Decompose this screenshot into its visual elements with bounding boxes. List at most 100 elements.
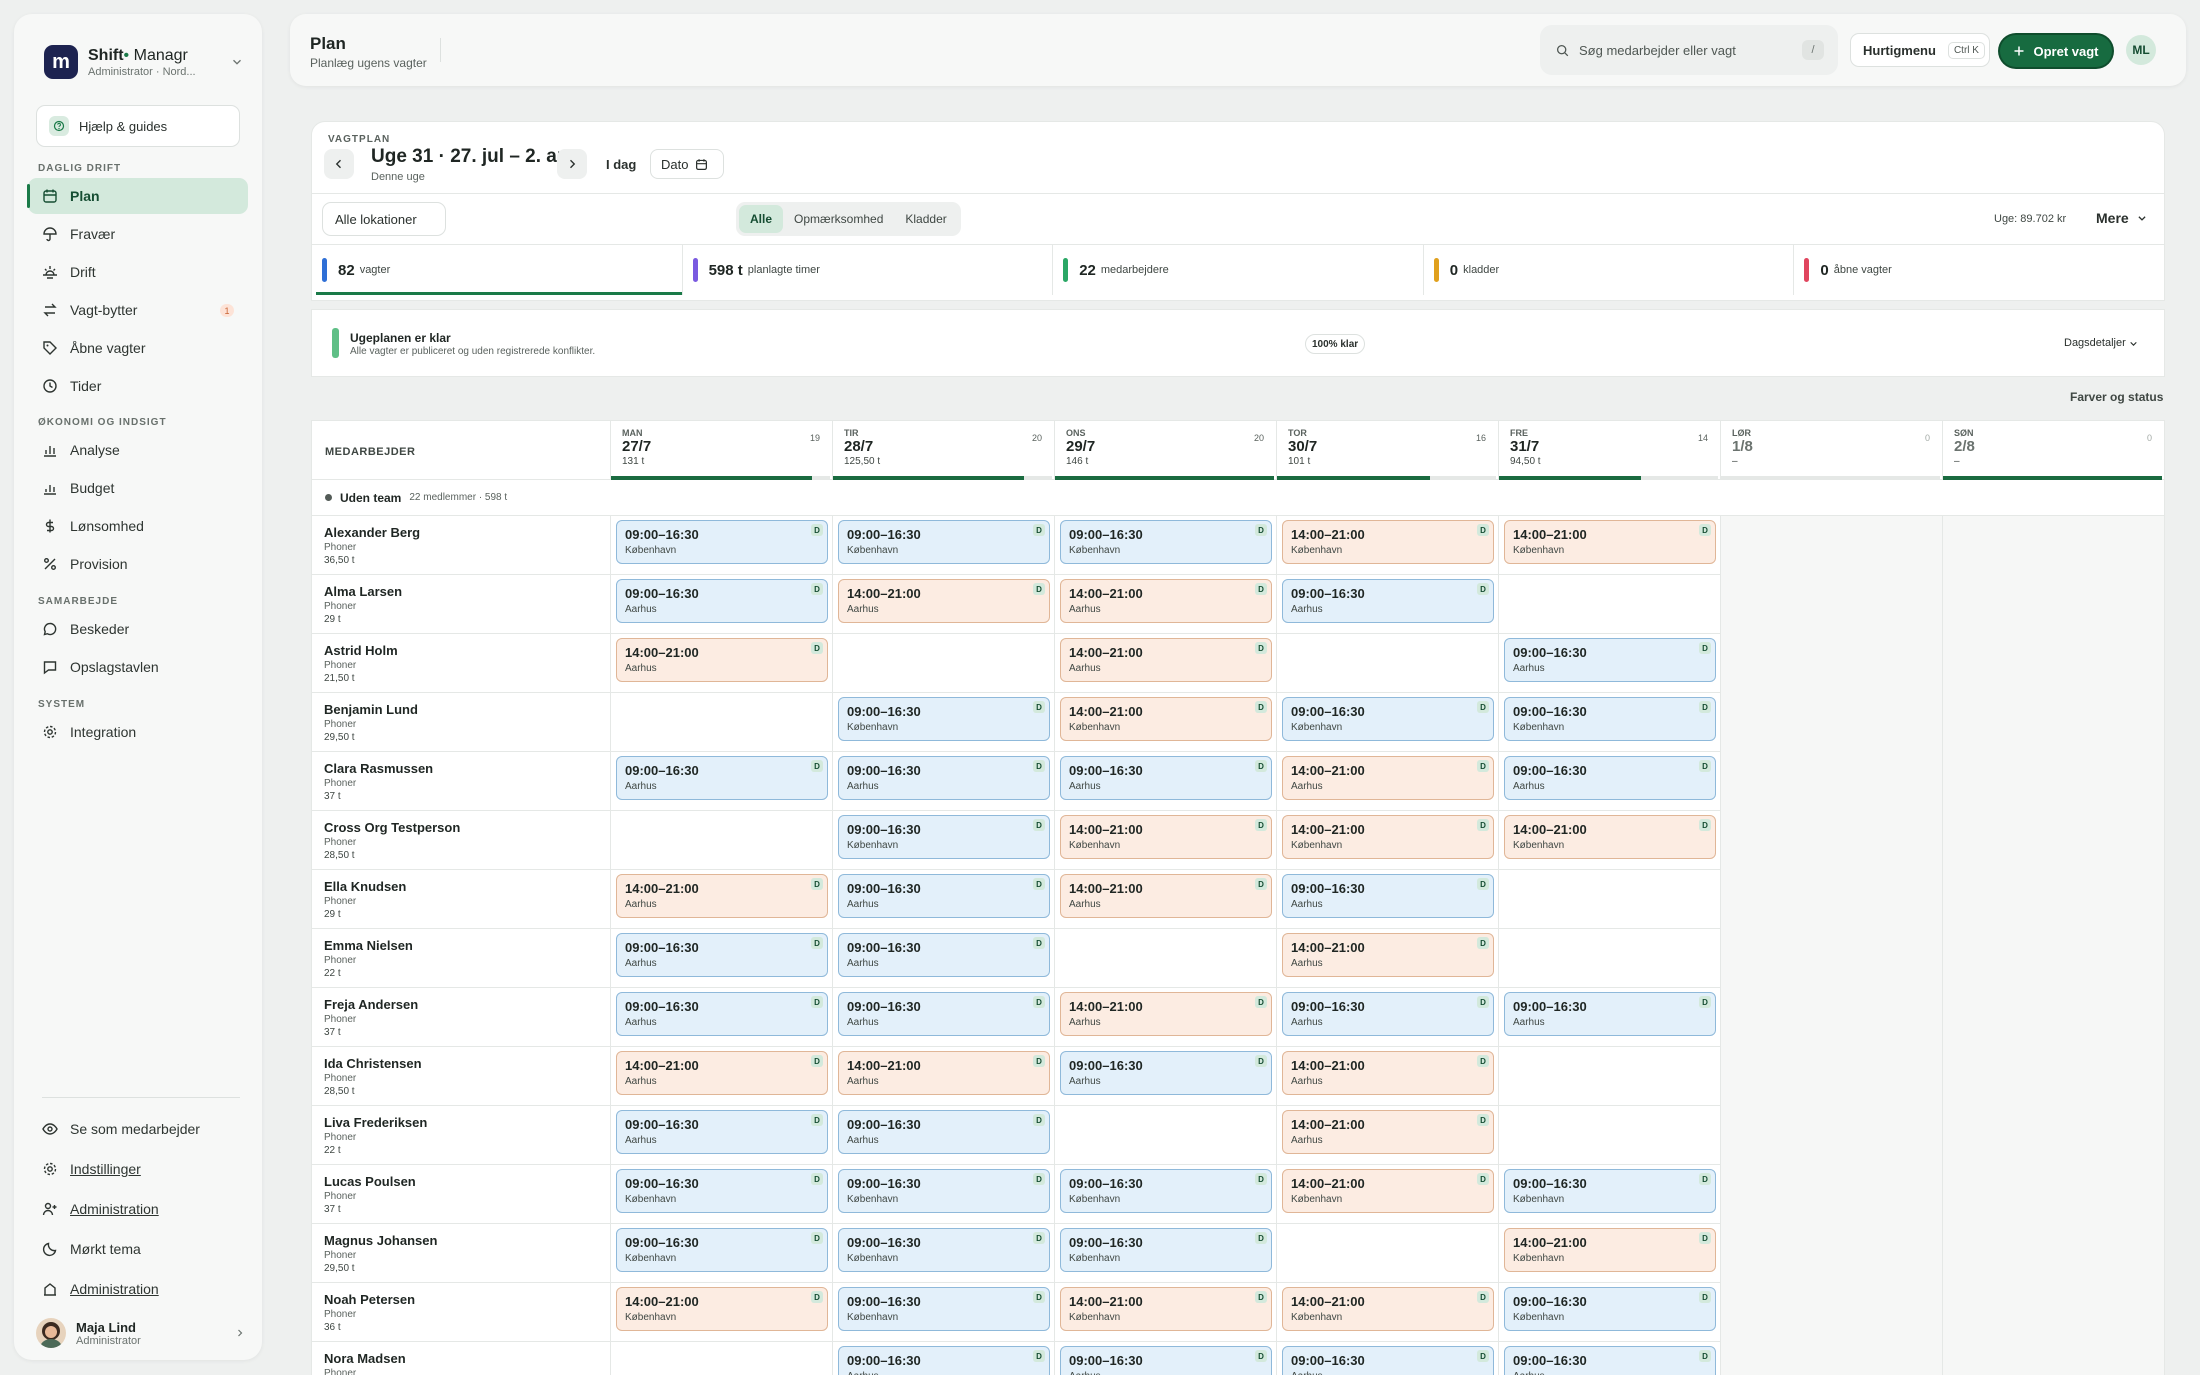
schedule-cell[interactable]: 14:00–21:00 København D bbox=[1276, 1165, 1498, 1224]
schedule-cell[interactable] bbox=[1942, 988, 2164, 1047]
shift-card[interactable]: 14:00–21:00 København D bbox=[1060, 815, 1272, 859]
next-week-button[interactable] bbox=[557, 149, 587, 179]
shift-card[interactable]: 09:00–16:30 København D bbox=[1504, 697, 1716, 741]
schedule-cell[interactable] bbox=[1720, 1342, 1942, 1375]
day-column-header[interactable]: LØR 1/8– 0 bbox=[1720, 421, 1942, 480]
schedule-cell[interactable]: 09:00–16:30 København D bbox=[832, 1165, 1054, 1224]
shift-card[interactable]: 14:00–21:00 København D bbox=[1060, 1287, 1272, 1331]
schedule-cell[interactable]: 09:00–16:30 København D bbox=[832, 1283, 1054, 1342]
employee-info[interactable]: Ella Knudsen Phoner 29 t bbox=[324, 879, 406, 920]
shift-card[interactable]: 09:00–16:30 Aarhus D bbox=[1282, 579, 1494, 623]
schedule-cell[interactable]: 14:00–21:00 København D bbox=[1498, 1224, 1720, 1283]
employee-info[interactable]: Liva Frederiksen Phoner 22 t bbox=[324, 1115, 427, 1156]
shift-card[interactable]: 14:00–21:00 Aarhus D bbox=[838, 1051, 1050, 1095]
employee-info[interactable]: Freja Andersen Phoner 37 t bbox=[324, 997, 418, 1038]
schedule-cell[interactable]: 09:00–16:30 Aarhus D bbox=[1498, 988, 1720, 1047]
schedule-cell[interactable]: 14:00–21:00 Aarhus D bbox=[832, 575, 1054, 634]
shift-card[interactable]: 09:00–16:30 Aarhus D bbox=[838, 874, 1050, 918]
shift-card[interactable]: 14:00–21:00 Aarhus D bbox=[1060, 579, 1272, 623]
schedule-cell[interactable] bbox=[1720, 575, 1942, 634]
shift-card[interactable]: 14:00–21:00 Aarhus D bbox=[1282, 1110, 1494, 1154]
schedule-cell[interactable] bbox=[1720, 1106, 1942, 1165]
shift-card[interactable]: 14:00–21:00 Aarhus D bbox=[1282, 756, 1494, 800]
schedule-cell[interactable]: 14:00–21:00 København D bbox=[1054, 811, 1276, 870]
stat-item[interactable]: 598 t planlagte timer bbox=[683, 245, 1054, 295]
quick-menu-button[interactable]: Hurtigmenu Ctrl K bbox=[1850, 33, 1990, 67]
shift-card[interactable]: 14:00–21:00 Aarhus D bbox=[1060, 638, 1272, 682]
schedule-cell[interactable]: 09:00–16:30 København D bbox=[832, 1224, 1054, 1283]
employee-info[interactable]: Emma Nielsen Phoner 22 t bbox=[324, 938, 413, 979]
schedule-cell[interactable] bbox=[1720, 1224, 1942, 1283]
sidebar-item-board[interactable]: Opslagstavlen bbox=[28, 649, 248, 685]
schedule-cell[interactable] bbox=[1942, 1106, 2164, 1165]
schedule-cell[interactable]: 14:00–21:00 København D bbox=[1276, 516, 1498, 575]
today-button[interactable]: I dag bbox=[606, 157, 637, 172]
schedule-cell[interactable] bbox=[1720, 1047, 1942, 1106]
sidebar-item-payroll[interactable]: Lønsomhed bbox=[28, 508, 248, 544]
view-as-employee-button[interactable]: Se som medarbejder bbox=[28, 1112, 248, 1146]
shift-card[interactable]: 09:00–16:30 Aarhus D bbox=[1282, 874, 1494, 918]
schedule-cell[interactable]: 09:00–16:30 Aarhus D bbox=[832, 870, 1054, 929]
shift-card[interactable]: 14:00–21:00 Aarhus D bbox=[616, 1051, 828, 1095]
shift-card[interactable]: 09:00–16:30 Aarhus D bbox=[838, 756, 1050, 800]
shift-card[interactable]: 09:00–16:30 Aarhus D bbox=[1282, 992, 1494, 1036]
shift-card[interactable]: 14:00–21:00 Aarhus D bbox=[616, 874, 828, 918]
shift-card[interactable]: 09:00–16:30 København D bbox=[1060, 520, 1272, 564]
avatar[interactable]: ML bbox=[2126, 35, 2156, 65]
shift-card[interactable]: 14:00–21:00 Aarhus D bbox=[1060, 992, 1272, 1036]
day-column-header[interactable]: FRE 31/7 94,50 t 14 bbox=[1498, 421, 1720, 480]
schedule-cell[interactable]: 14:00–21:00 Aarhus D bbox=[1276, 752, 1498, 811]
org-switcher[interactable]: m Shift• Managr Administrator · Nord... bbox=[44, 42, 244, 82]
shift-card[interactable]: 14:00–21:00 København D bbox=[1282, 815, 1494, 859]
shift-card[interactable]: 09:00–16:30 København D bbox=[838, 815, 1050, 859]
filter-drafts[interactable]: Kladder bbox=[905, 212, 947, 226]
schedule-cell[interactable] bbox=[1720, 988, 1942, 1047]
employee-info[interactable]: Lucas Poulsen Phoner 37 t bbox=[324, 1174, 416, 1215]
schedule-cell[interactable]: 09:00–16:30 Aarhus D bbox=[610, 1106, 832, 1165]
schedule-cell[interactable] bbox=[610, 1342, 832, 1375]
schedule-cell[interactable]: 09:00–16:30 København D bbox=[1054, 1165, 1276, 1224]
employee-info[interactable]: Cross Org Testperson Phoner 28,50 t bbox=[324, 820, 460, 861]
sidebar-item-absence[interactable]: Fravær bbox=[28, 216, 248, 252]
schedule-cell[interactable]: 14:00–21:00 Aarhus D bbox=[1276, 1106, 1498, 1165]
day-column-header[interactable]: TOR 30/7 101 t 16 bbox=[1276, 421, 1498, 480]
shift-card[interactable]: 09:00–16:30 København D bbox=[1504, 1169, 1716, 1213]
shift-card[interactable]: 09:00–16:30 Aarhus D bbox=[616, 579, 828, 623]
schedule-cell[interactable]: 14:00–21:00 København D bbox=[610, 1283, 832, 1342]
schedule-cell[interactable] bbox=[1498, 929, 1720, 988]
schedule-cell[interactable]: 09:00–16:30 Aarhus D bbox=[1276, 1342, 1498, 1375]
shift-card[interactable]: 09:00–16:30 Aarhus D bbox=[838, 992, 1050, 1036]
shift-card[interactable]: 14:00–21:00 København D bbox=[616, 1287, 828, 1331]
help-guides-button[interactable]: Hjælp & guides bbox=[36, 105, 240, 147]
schedule-cell[interactable] bbox=[1942, 693, 2164, 752]
shift-card[interactable]: 09:00–16:30 Aarhus D bbox=[616, 992, 828, 1036]
schedule-cell[interactable]: 09:00–16:30 København D bbox=[610, 1224, 832, 1283]
schedule-cell[interactable] bbox=[1276, 1224, 1498, 1283]
shift-card[interactable]: 09:00–16:30 Aarhus D bbox=[838, 933, 1050, 977]
shift-card[interactable]: 14:00–21:00 København D bbox=[1504, 815, 1716, 859]
dark-theme-toggle[interactable]: Mørkt tema bbox=[28, 1232, 248, 1266]
colors-status-link[interactable]: Farver og status bbox=[2070, 390, 2164, 404]
employee-info[interactable]: Ida Christensen Phoner 28,50 t bbox=[324, 1056, 422, 1097]
user-menu[interactable]: Maja Lind Administrator bbox=[36, 1312, 246, 1354]
shift-card[interactable]: 09:00–16:30 Aarhus D bbox=[1504, 756, 1716, 800]
schedule-cell[interactable] bbox=[1942, 575, 2164, 634]
shift-card[interactable]: 09:00–16:30 Aarhus D bbox=[616, 933, 828, 977]
schedule-cell[interactable] bbox=[610, 811, 832, 870]
schedule-cell[interactable] bbox=[1942, 634, 2164, 693]
shift-card[interactable]: 14:00–21:00 Aarhus D bbox=[1060, 874, 1272, 918]
filter-all[interactable]: Alle bbox=[739, 205, 784, 233]
schedule-cell[interactable] bbox=[1498, 870, 1720, 929]
shift-card[interactable]: 09:00–16:30 København D bbox=[1504, 1287, 1716, 1331]
employee-info[interactable]: Alma Larsen Phoner 29 t bbox=[324, 584, 402, 625]
shift-card[interactable]: 14:00–21:00 København D bbox=[1060, 697, 1272, 741]
schedule-cell[interactable]: 09:00–16:30 Aarhus D bbox=[1054, 1342, 1276, 1375]
schedule-cell[interactable] bbox=[1276, 634, 1498, 693]
schedule-cell[interactable] bbox=[1054, 1106, 1276, 1165]
shift-card[interactable]: 09:00–16:30 København D bbox=[1282, 697, 1494, 741]
schedule-cell[interactable]: 09:00–16:30 Aarhus D bbox=[1054, 1047, 1276, 1106]
schedule-cell[interactable]: 09:00–16:30 Aarhus D bbox=[1276, 870, 1498, 929]
shift-card[interactable]: 09:00–16:30 København D bbox=[616, 1169, 828, 1213]
schedule-cell[interactable] bbox=[1720, 1283, 1942, 1342]
schedule-cell[interactable]: 14:00–21:00 Aarhus D bbox=[1276, 1047, 1498, 1106]
